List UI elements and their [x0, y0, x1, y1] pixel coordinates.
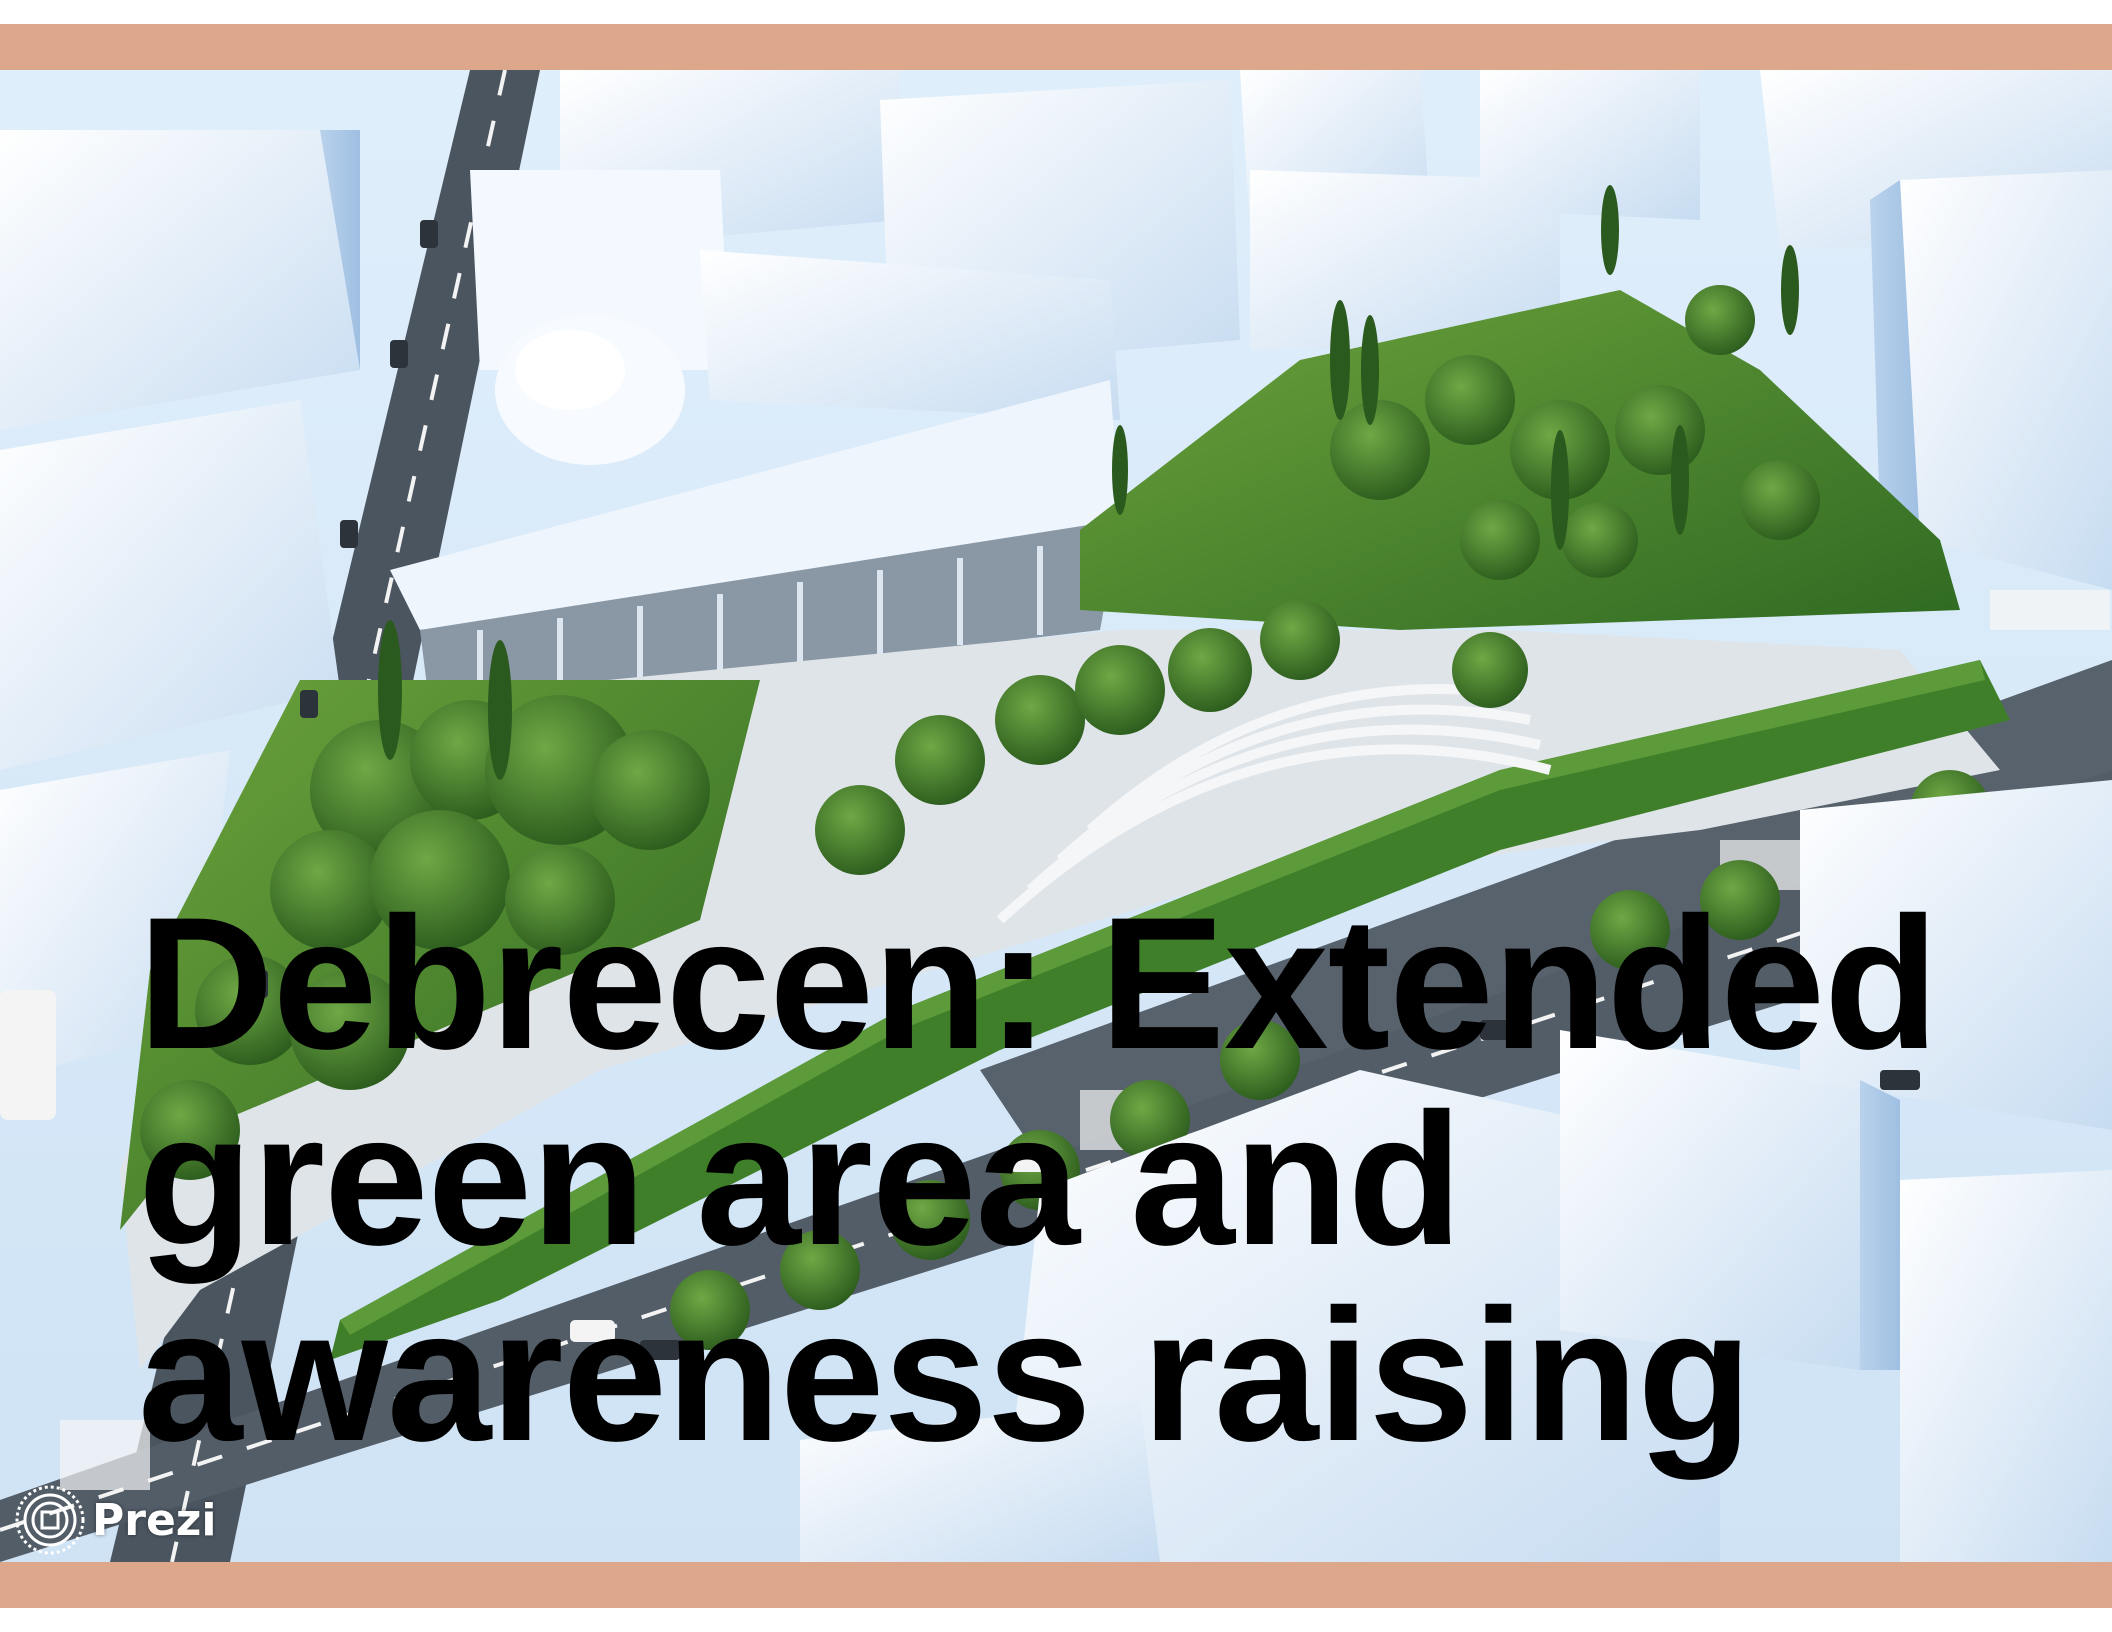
bottom-accent-band [0, 1562, 2112, 1608]
top-accent-band [0, 24, 2112, 70]
prezi-logo-icon [15, 1485, 85, 1555]
aerial-rendering-image [0, 70, 2112, 1562]
prezi-logo[interactable]: Prezi [14, 1480, 216, 1560]
slide-title: Debrecen: Extended green area and awaren… [138, 878, 1939, 1480]
prezi-logo-text: Prezi [92, 1494, 217, 1546]
